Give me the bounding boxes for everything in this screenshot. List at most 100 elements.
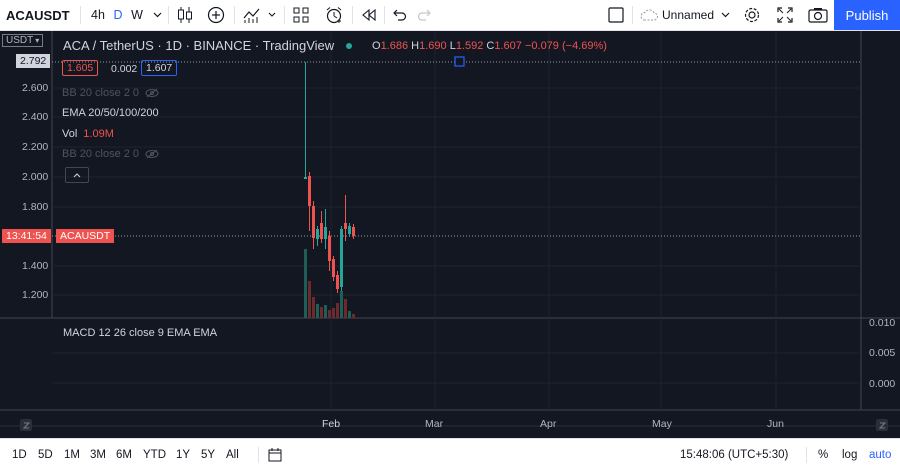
chart-canvas[interactable] — [0, 31, 900, 438]
undo-icon[interactable] — [388, 0, 410, 30]
bottom-toolbar: 1D 5D 1M 3M 6M YTD 1Y 5Y All 15:48:06 (U… — [0, 438, 900, 470]
macd-axis-tick: 0.000 — [869, 378, 896, 390]
collapse-legend-button[interactable] — [65, 167, 89, 183]
replay-icon[interactable] — [358, 0, 380, 30]
layout-grid-icon[interactable] — [290, 0, 312, 30]
toolbar-divider — [632, 6, 633, 24]
chart-title[interactable]: ACA / TetherUS · 1D · BINANCE · TradingV… — [63, 38, 335, 53]
macd-axis-tick: 0.010 — [869, 317, 896, 329]
gear-icon[interactable] — [740, 0, 764, 30]
macd-axis-tick: 0.005 — [869, 347, 896, 359]
select-all-checkbox-icon[interactable] — [606, 0, 626, 30]
range-1d[interactable]: 1D — [12, 448, 27, 461]
resolution-d[interactable]: D — [113, 8, 123, 22]
indicator-bb-2[interactable]: BB 20 close 2 0 — [62, 148, 159, 160]
z-icon — [878, 422, 886, 428]
log-scale-toggle[interactable]: log — [842, 448, 858, 461]
range-3m[interactable]: 3M — [90, 448, 106, 461]
price-tick: 2.000 — [22, 171, 49, 183]
volume-value: 1.09M — [83, 128, 114, 140]
layout-dropdown-icon[interactable] — [718, 0, 732, 30]
indicator-label: EMA 20/50/100/200 — [62, 107, 159, 119]
range-1m[interactable]: 1M — [64, 448, 80, 461]
price-tick: 2.200 — [22, 141, 49, 153]
percent-scale-toggle[interactable]: % — [818, 448, 829, 461]
toolbar-divider — [284, 6, 285, 24]
resolution-w[interactable]: W — [131, 8, 143, 22]
toolbar-divider — [80, 6, 81, 24]
toolbar-divider — [384, 6, 385, 24]
indicator-bb-1[interactable]: BB 20 close 2 0 — [62, 87, 159, 99]
auto-scale-toggle[interactable]: auto — [869, 448, 892, 461]
buy-button[interactable]: 1.607 — [141, 60, 178, 76]
price-tick: 2.600 — [22, 82, 49, 94]
cloud-icon — [638, 0, 660, 30]
price-tick: 1.800 — [22, 201, 49, 213]
ohlc-close: 1.607 — [494, 40, 522, 52]
price-tick: 2.400 — [22, 111, 49, 123]
layout-name-button[interactable]: Unnamed — [662, 8, 715, 22]
range-1y[interactable]: 1Y — [176, 448, 191, 461]
chevron-down-icon: ▾ — [35, 36, 40, 45]
eye-hidden-icon[interactable] — [145, 149, 159, 159]
go-to-date-icon[interactable] — [268, 439, 282, 470]
chevron-down-icon[interactable] — [266, 0, 278, 30]
timezone-clock[interactable]: 15:48:06 (UTC+5:30) — [680, 448, 789, 461]
indicator-label: Vol — [62, 128, 78, 140]
resolution-4h[interactable]: 4h — [91, 8, 105, 22]
indicator-macd[interactable]: MACD 12 26 close 9 EMA EMA — [63, 327, 218, 339]
indicator-ema[interactable]: EMA 20/50/100/200 — [62, 107, 159, 119]
time-grid — [330, 31, 777, 410]
bottom-divider — [258, 447, 259, 463]
redo-icon[interactable] — [414, 0, 436, 30]
toolbar-divider — [168, 6, 169, 24]
bar-countdown: 13:41:54 — [2, 229, 51, 243]
ohlc-change: −0.079 (−4.69%) — [524, 40, 607, 52]
top-toolbar: ACAUSDT 4h D W Unnamed — [0, 0, 900, 31]
z-icon — [22, 422, 30, 428]
candlesticks — [304, 62, 355, 293]
toolbar-divider — [352, 6, 353, 24]
drawing-handle[interactable] — [454, 56, 465, 67]
alert-clock-icon[interactable] — [322, 0, 346, 30]
fullscreen-icon[interactable] — [774, 0, 796, 30]
range-6m[interactable]: 6M — [116, 448, 132, 461]
time-tick: Apr — [540, 418, 557, 430]
time-tick: May — [652, 418, 672, 430]
symbol-search-button[interactable]: ACAUSDT — [6, 7, 70, 23]
publish-button[interactable]: Publish — [834, 0, 900, 30]
sell-button[interactable]: 1.605 — [62, 60, 99, 76]
indicator-label: BB 20 close 2 0 — [62, 87, 140, 99]
zoom-left-button[interactable] — [20, 419, 32, 431]
time-tick: Jun — [767, 418, 784, 430]
range-all[interactable]: All — [226, 448, 239, 461]
toolbar-divider — [234, 6, 235, 24]
ohlc-high: 1.690 — [419, 40, 447, 52]
compare-add-symbol-icon[interactable] — [204, 0, 228, 30]
indicator-volume[interactable]: Vol 1.09M — [62, 128, 114, 140]
ohlc-legend: O1.686 H1.690 L1.592 C1.607 −0.079 (−4.6… — [372, 40, 607, 52]
range-5d[interactable]: 5D — [38, 448, 53, 461]
camera-icon[interactable] — [806, 0, 830, 30]
chart-area[interactable]: USDT ▾ 2.792 2.600 2.400 2.200 2.000 1.80… — [0, 31, 900, 438]
bottom-divider — [806, 447, 807, 463]
eye-hidden-icon[interactable] — [145, 88, 159, 98]
high-price-tag: 2.792 — [16, 54, 51, 68]
price-tick: 1.200 — [22, 289, 49, 301]
currency-selector[interactable]: USDT ▾ — [2, 34, 44, 47]
time-tick: Mar — [425, 418, 444, 430]
last-price-symbol-tag: ACAUSDT — [56, 229, 115, 243]
range-5y[interactable]: 5Y — [201, 448, 216, 461]
candle-style-icon[interactable] — [174, 0, 196, 30]
zoom-right-button[interactable] — [876, 419, 888, 431]
volume-bars — [304, 249, 355, 318]
resolution-dropdown-icon[interactable] — [150, 0, 164, 30]
price-tick: 1.400 — [22, 260, 49, 272]
price-grid — [52, 87, 861, 384]
spread-value: 0.002 — [111, 63, 138, 75]
range-ytd[interactable]: YTD — [143, 448, 166, 461]
market-status-dot[interactable] — [346, 43, 352, 49]
indicator-label: BB 20 close 2 0 — [62, 148, 140, 160]
indicators-icon[interactable] — [240, 0, 264, 30]
time-tick: Feb — [322, 418, 341, 430]
